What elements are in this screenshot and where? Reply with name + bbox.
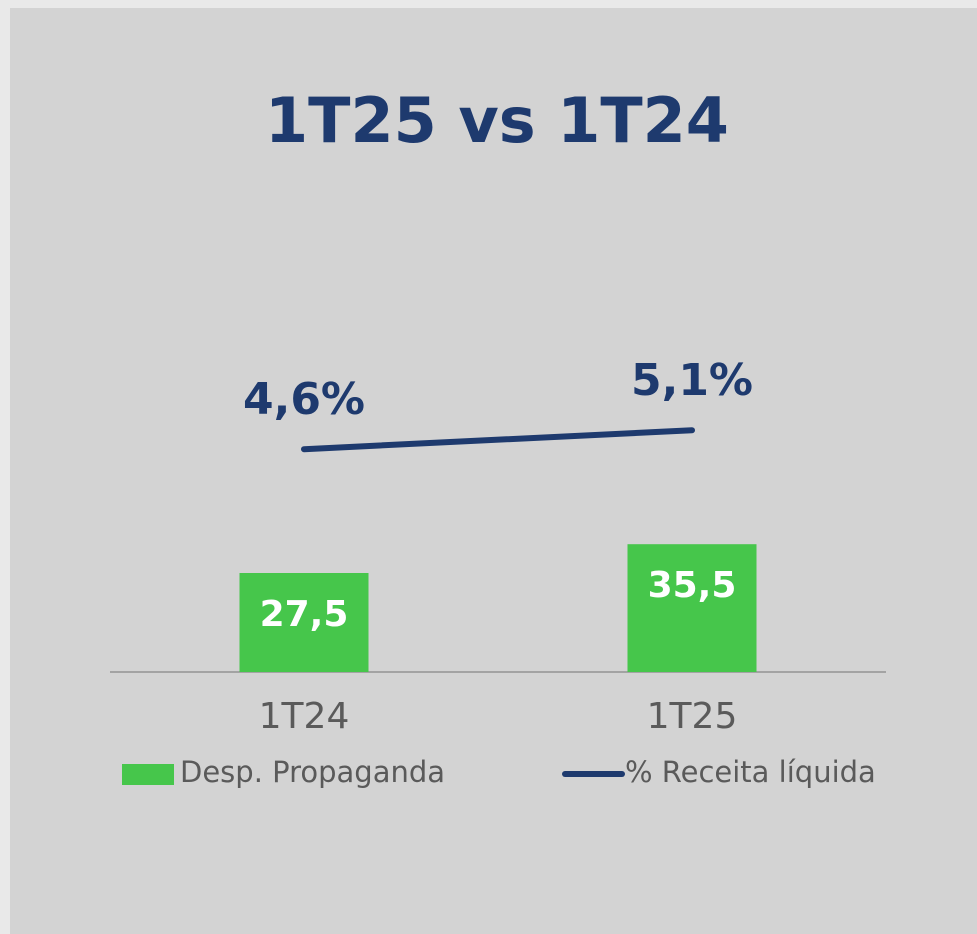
x-tick-label: 1T24 (259, 696, 350, 737)
line-value-label: 5,1% (631, 355, 753, 406)
legend-swatch (122, 764, 174, 785)
x-tick-label: 1T25 (647, 696, 738, 737)
bar (627, 544, 757, 672)
line (301, 427, 695, 453)
legend-label: Desp. Propaganda (180, 755, 445, 789)
bar-value-label: 35,5 (648, 565, 737, 606)
line-value-label: 4,6% (243, 374, 365, 425)
bar (239, 573, 369, 672)
chart-title: 1T25 vs 1T24 (265, 84, 729, 157)
legend-label: % Receita líquida (625, 755, 876, 789)
bar-value-label: 27,5 (260, 594, 349, 635)
